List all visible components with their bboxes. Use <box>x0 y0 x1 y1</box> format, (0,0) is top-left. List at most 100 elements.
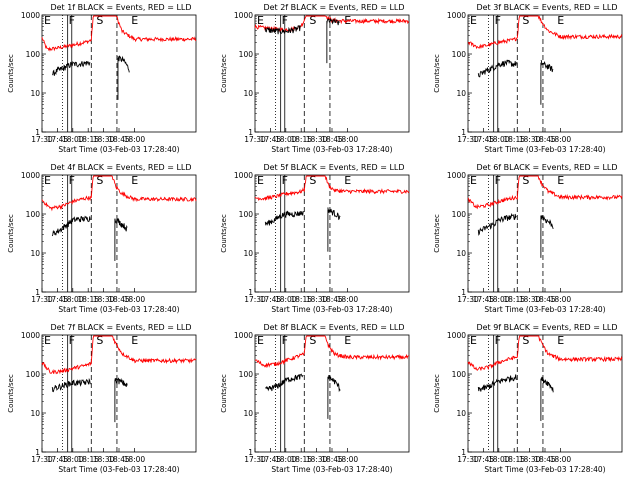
y-tick-label: 100 <box>239 370 254 379</box>
series-lld-line <box>41 335 197 375</box>
x-axis-label: Start Time (03-Feb-03 17:28:40) <box>484 145 605 154</box>
series-events-line <box>326 17 340 26</box>
y-axis-label: Counts/sec <box>220 214 228 253</box>
y-axis-label: Counts/sec <box>7 214 15 253</box>
y-tick-label: 1 <box>248 128 253 137</box>
y-tick-label: 1 <box>35 128 40 137</box>
x-tick-label: 18:00 <box>275 295 297 304</box>
marker-label: S <box>96 14 103 27</box>
y-axis-label: Counts/sec <box>433 374 441 413</box>
series-events-line <box>264 25 301 35</box>
x-tick-label: 18:00 <box>62 455 84 464</box>
marker-label: E <box>557 174 564 187</box>
x-tick-label: 18:00 <box>550 295 572 304</box>
marker-label: E <box>131 174 138 187</box>
x-tick-label: 18:30 <box>93 135 115 144</box>
x-tick-label: 17:30 <box>457 135 479 144</box>
y-tick-label: 10 <box>456 409 466 418</box>
panel-9: Det 9f BLACK = Events, RED = LLD 1 10 100 10… <box>433 323 623 474</box>
y-tick-label: 100 <box>452 370 467 379</box>
x-tick-label: 18:45 <box>321 135 343 144</box>
series-events-line <box>540 215 554 230</box>
panel-2: Det 2f BLACK = Events, RED = LLD 1 10 100 10… <box>220 3 410 154</box>
y-tick-label: 100 <box>26 50 41 59</box>
series-lld-line <box>467 335 623 372</box>
x-tick-label: 18:15 <box>290 455 312 464</box>
x-tick-label: 18:00 <box>488 135 510 144</box>
x-tick-label: 18:15 <box>503 135 525 144</box>
x-tick-label: 18:00 <box>550 135 572 144</box>
x-axis-label: Start Time (03-Feb-03 17:28:40) <box>58 305 179 314</box>
y-tick-label: 1 <box>35 448 40 457</box>
y-tick-label: 1000 <box>234 11 253 20</box>
marker-label: S <box>309 14 316 27</box>
panel-title: Det 1f BLACK = Events, RED = LLD <box>50 3 191 12</box>
y-tick-label: 100 <box>26 370 41 379</box>
x-axis-label: Start Time (03-Feb-03 17:28:40) <box>484 305 605 314</box>
series-events-line <box>114 377 128 387</box>
panel-title: Det 2f BLACK = Events, RED = LLD <box>263 3 404 12</box>
marker-label: E <box>44 174 51 187</box>
panel-4: Det 4f BLACK = Events, RED = LLD 1 10 100 10… <box>7 163 197 314</box>
marker-label: E <box>44 14 51 27</box>
panel-6: Det 6f BLACK = Events, RED = LLD 1 10 100 10… <box>433 163 623 314</box>
x-tick-label: 17:45 <box>473 295 495 304</box>
y-tick-label: 1 <box>248 288 253 297</box>
series-lld-line <box>254 175 410 202</box>
x-tick-label: 18:45 <box>321 295 343 304</box>
marker-label: E <box>344 174 351 187</box>
y-tick-label: 1 <box>461 128 466 137</box>
x-tick-label: 18:00 <box>550 455 572 464</box>
series-events-line <box>477 59 518 78</box>
x-axis-label: Start Time (03-Feb-03 17:28:40) <box>58 465 179 474</box>
panel-title: Det 6f BLACK = Events, RED = LLD <box>476 163 617 172</box>
x-tick-label: 17:30 <box>31 455 53 464</box>
x-tick-label: 18:00 <box>337 295 359 304</box>
x-axis-label: Start Time (03-Feb-03 17:28:40) <box>271 465 392 474</box>
x-tick-label: 18:45 <box>534 455 556 464</box>
panel-7: Det 7f BLACK = Events, RED = LLD 1 10 100 10… <box>7 323 197 474</box>
plot-frame <box>254 334 410 453</box>
series-lld-line <box>41 15 197 52</box>
y-tick-label: 100 <box>239 210 254 219</box>
series-events-line <box>477 212 517 236</box>
series-events-line <box>327 207 341 221</box>
series-events-line <box>51 377 91 393</box>
x-tick-label: 18:00 <box>275 135 297 144</box>
x-tick-label: 18:00 <box>124 135 146 144</box>
marker-label: E <box>470 174 477 187</box>
y-tick-label: 10 <box>243 89 253 98</box>
y-axis-label: Counts/sec <box>433 214 441 253</box>
y-axis-label: Counts/sec <box>220 54 228 93</box>
x-tick-label: 17:45 <box>473 455 495 464</box>
y-tick-label: 10 <box>243 249 253 258</box>
x-tick-label: 18:15 <box>77 295 99 304</box>
series-events-line <box>114 217 128 232</box>
x-axis-label: Start Time (03-Feb-03 17:28:40) <box>58 145 179 154</box>
y-axis-label: Counts/sec <box>433 54 441 93</box>
plot-frame <box>41 14 197 133</box>
marker-label: E <box>344 334 351 347</box>
panel-title: Det 9f BLACK = Events, RED = LLD <box>476 323 617 332</box>
series-events-line <box>327 374 341 393</box>
x-tick-label: 17:45 <box>47 455 69 464</box>
x-tick-label: 18:30 <box>93 455 115 464</box>
marker-label: E <box>470 334 477 347</box>
marker-label: E <box>257 334 264 347</box>
marker-label: S <box>96 174 103 187</box>
y-tick-label: 1000 <box>21 171 40 180</box>
panel-3: Det 3f BLACK = Events, RED = LLD 1 10 100 10… <box>433 3 623 154</box>
x-tick-label: 18:30 <box>306 135 328 144</box>
x-tick-label: 18:00 <box>62 135 84 144</box>
marker-label: S <box>96 334 103 347</box>
x-tick-label: 18:30 <box>93 295 115 304</box>
x-tick-label: 17:30 <box>244 455 266 464</box>
x-axis-label: Start Time (03-Feb-03 17:28:40) <box>271 145 392 154</box>
marker-label: E <box>257 14 264 27</box>
x-tick-label: 17:30 <box>244 295 266 304</box>
y-tick-label: 1000 <box>447 331 466 340</box>
x-tick-label: 18:45 <box>108 135 130 144</box>
x-tick-label: 18:45 <box>108 295 130 304</box>
marker-label: S <box>522 334 529 347</box>
x-tick-label: 18:45 <box>534 135 556 144</box>
